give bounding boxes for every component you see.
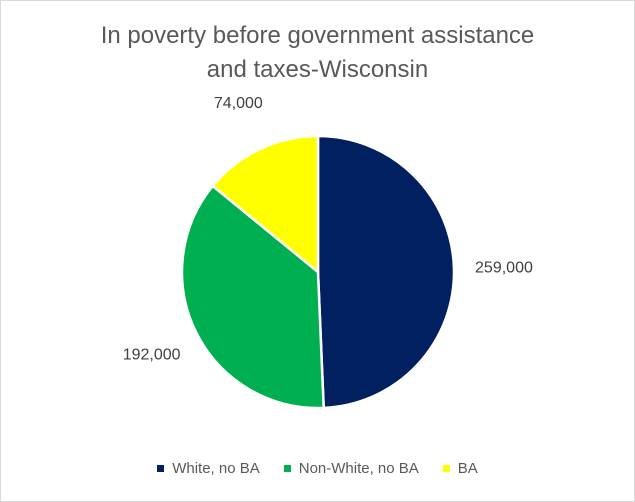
legend-label-white-no-ba: White, no BA — [172, 460, 260, 477]
legend-swatch-non-white-no-ba — [283, 465, 291, 472]
pie-slice-ba[interactable] — [211, 134, 320, 274]
legend-item-non-white-no-ba[interactable]: Non-White, no BA — [283, 460, 419, 477]
data-label-ba: 74,000 — [214, 95, 263, 112]
legend-label-non-white-no-ba: Non-White, no BA — [298, 460, 419, 477]
pie-slice-white-no-ba[interactable] — [316, 134, 456, 410]
legend: White, no BA Non-White, no BA BA — [1, 460, 634, 477]
legend-item-white-no-ba[interactable]: White, no BA — [157, 460, 260, 477]
legend-swatch-ba — [442, 465, 450, 472]
chart-title-line-1: In poverty before government assistance — [100, 22, 535, 49]
chart-title-line-2: and taxes-Wisconsin — [206, 56, 429, 83]
legend-item-ba[interactable]: BA — [442, 460, 478, 477]
pie-slice-non-white-no-ba[interactable] — [180, 184, 325, 410]
data-label-white-no-ba: 259,000 — [475, 259, 533, 276]
legend-swatch-white-no-ba — [157, 465, 165, 472]
legend-label-ba: BA — [457, 460, 478, 477]
chart-title: In poverty before government assistance … — [1, 19, 634, 87]
data-label-non-white-no-ba: 192,000 — [123, 346, 181, 363]
